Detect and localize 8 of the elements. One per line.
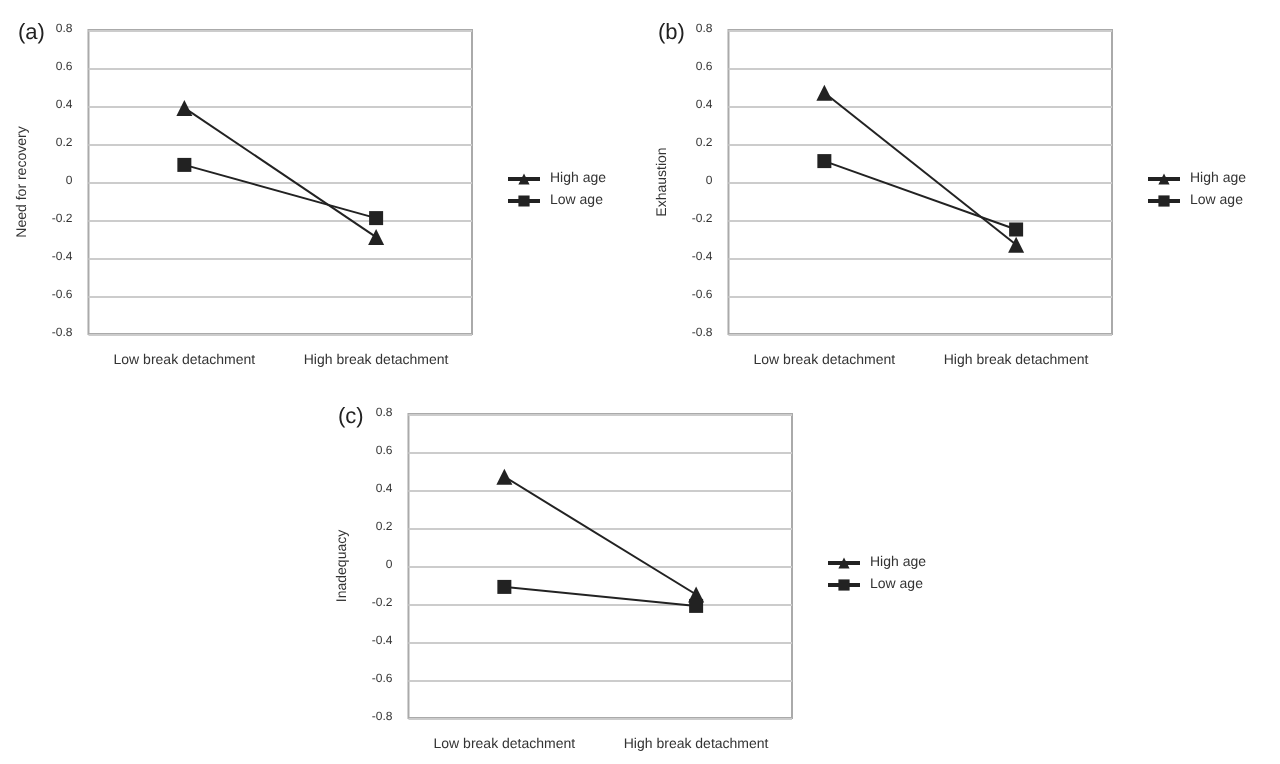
point	[177, 157, 192, 172]
point	[369, 211, 384, 226]
chart-title: (a)	[18, 21, 45, 45]
chart-title: (c)	[338, 405, 364, 429]
point	[497, 579, 512, 594]
point	[1009, 222, 1024, 237]
point	[817, 154, 832, 169]
chart-title: (b)	[658, 21, 685, 45]
